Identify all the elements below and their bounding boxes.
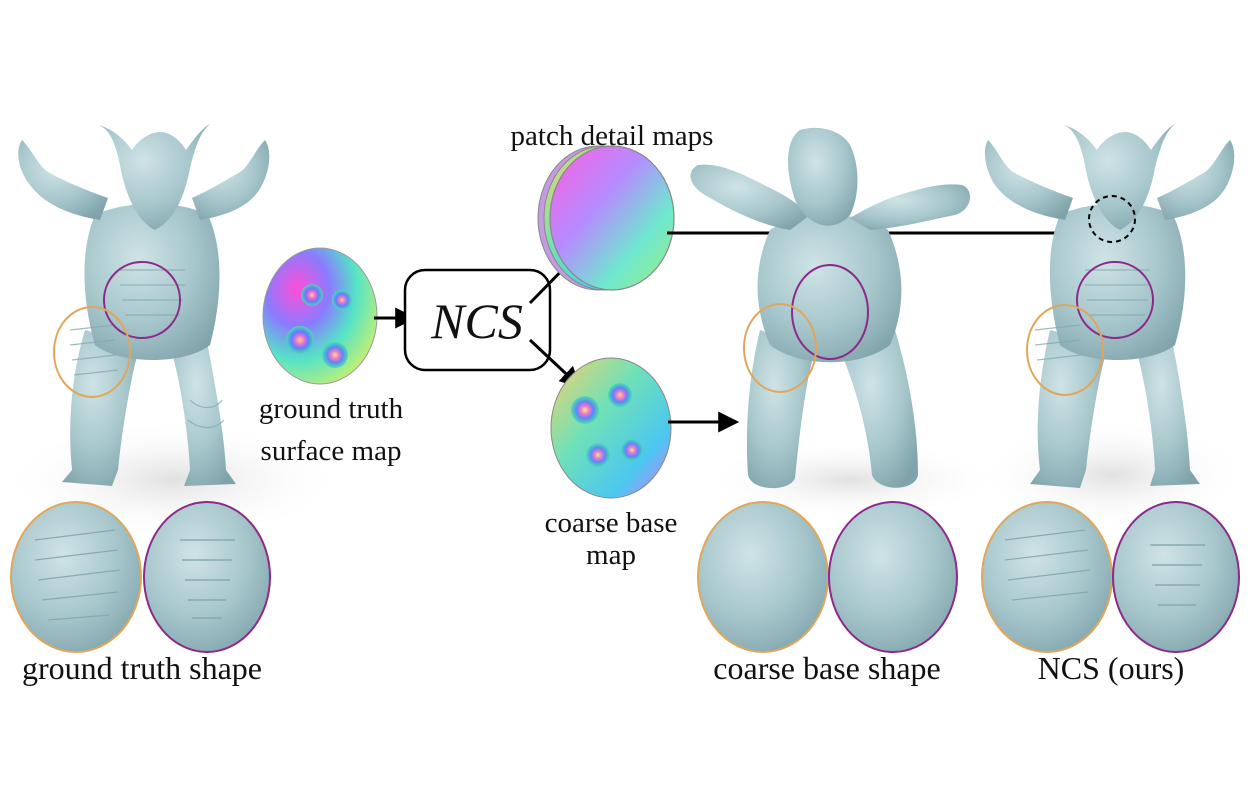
zoom-inset-orange — [981, 501, 1113, 653]
zoom-inset-orange — [10, 501, 142, 653]
label-coarse-base-map-1: coarse base — [545, 507, 678, 539]
highlight-purple-circle — [791, 264, 869, 360]
highlight-orange-circle — [53, 306, 131, 398]
highlight-orange-circle — [1026, 304, 1104, 396]
highlight-orange-circle — [743, 303, 817, 393]
label-ncs-ours: NCS (ours) — [1038, 650, 1185, 686]
detail-patch-dashed-circle — [1088, 195, 1136, 243]
coarse-zoom-insets — [697, 501, 958, 653]
coarse-base-map — [550, 357, 672, 499]
label-coarse-base-map-2: map — [586, 539, 636, 571]
zoom-inset-purple — [828, 501, 958, 653]
ground-truth-surface-map — [262, 247, 378, 385]
ground-truth-zoom-insets — [10, 501, 271, 653]
label-coarse-base-shape: coarse base shape — [713, 650, 940, 686]
zoom-inset-orange — [697, 501, 829, 653]
highlight-purple-circle — [103, 261, 181, 339]
ncs-network-box: NCS — [403, 268, 552, 372]
patch-detail-maps — [537, 145, 675, 291]
ncs-box-label: NCS — [430, 293, 523, 349]
zoom-inset-purple — [143, 501, 271, 653]
label-gt-surface-map-2: surface map — [261, 435, 402, 467]
highlight-purple-circle — [1076, 261, 1154, 339]
zoom-inset-purple — [1112, 501, 1240, 653]
coarse-base-shape — [690, 127, 1000, 520]
ncs-result-armadillo — [975, 124, 1250, 530]
label-gt-surface-map-1: ground truth — [259, 393, 404, 425]
ncs-zoom-insets — [981, 501, 1240, 653]
label-ground-truth-shape: ground truth shape — [22, 650, 262, 686]
